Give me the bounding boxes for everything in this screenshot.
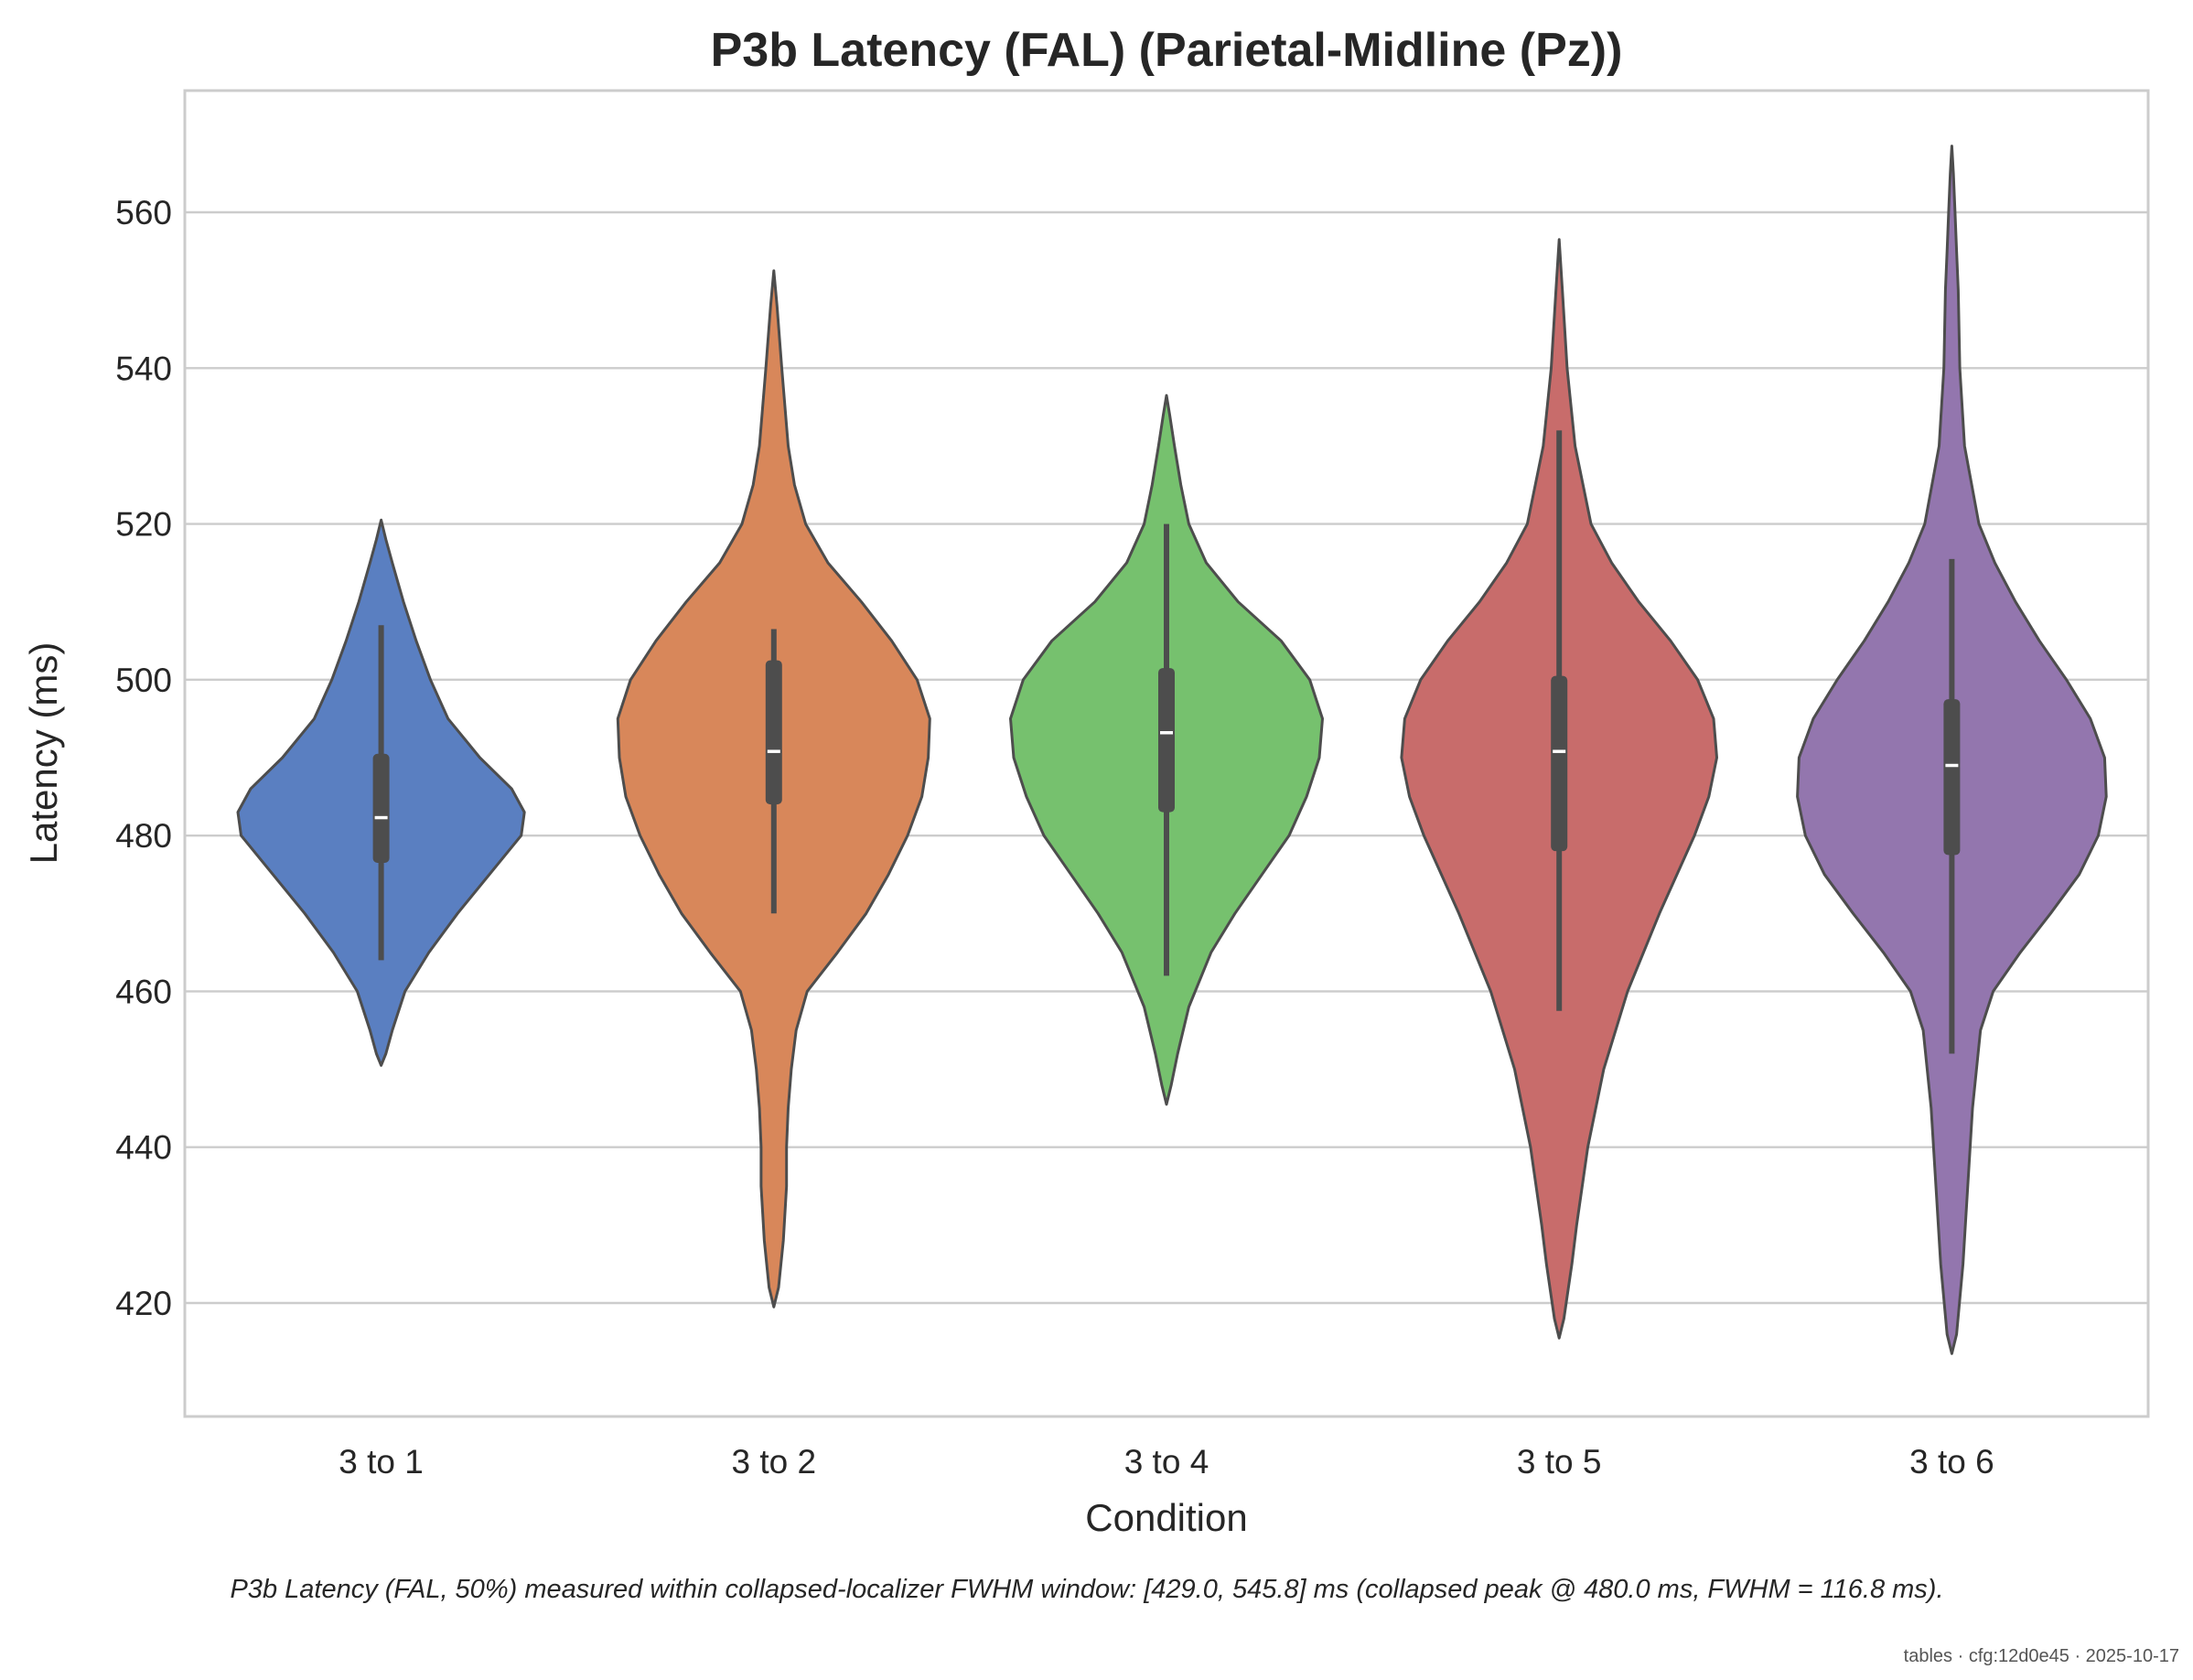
x-tick-label-2: 3 to 2 [732,1443,817,1481]
violin-iqr-box-5 [1943,699,1961,856]
y-tick-labels: 420 440 460 480 500 520 540 560 [115,194,172,1322]
chart-title: P3b Latency (FAL) (Parietal-Midline (Pz)… [711,24,1623,77]
y-tick-label-420: 420 [115,1285,172,1322]
figure-caption: P3b Latency (FAL, 50%) measured within c… [230,1575,1943,1604]
y-tick-label-520: 520 [115,506,172,544]
x-tick-label-1: 3 to 1 [339,1443,424,1481]
y-tick-label-500: 500 [115,662,172,699]
x-axis-label: Condition [1085,1496,1247,1539]
y-tick-label-560: 560 [115,194,172,232]
y-tick-label-480: 480 [115,817,172,855]
violin-iqr-box-1 [372,753,390,863]
x-tick-label-4: 3 to 5 [1517,1443,1602,1481]
y-tick-label-540: 540 [115,350,172,387]
violins [236,145,2108,1355]
x-tick-labels: 3 to 1 3 to 2 3 to 4 3 to 5 3 to 6 [339,1443,1994,1481]
plot-frame [183,89,2150,1418]
violin-iqr-box-3 [1158,668,1175,813]
x-tick-label-3: 3 to 4 [1124,1443,1209,1481]
violin-iqr-box-4 [1551,675,1568,852]
footer-stamp: tables · cfg:12d0e45 · 2025-10-17 [1904,1646,2179,1666]
y-tick-label-460: 460 [115,973,172,1010]
violin-iqr-box-2 [765,660,782,805]
y-axis-label: Latency (ms) [22,642,65,865]
y-tick-label-440: 440 [115,1129,172,1167]
x-tick-label-5: 3 to 6 [1909,1443,1994,1481]
